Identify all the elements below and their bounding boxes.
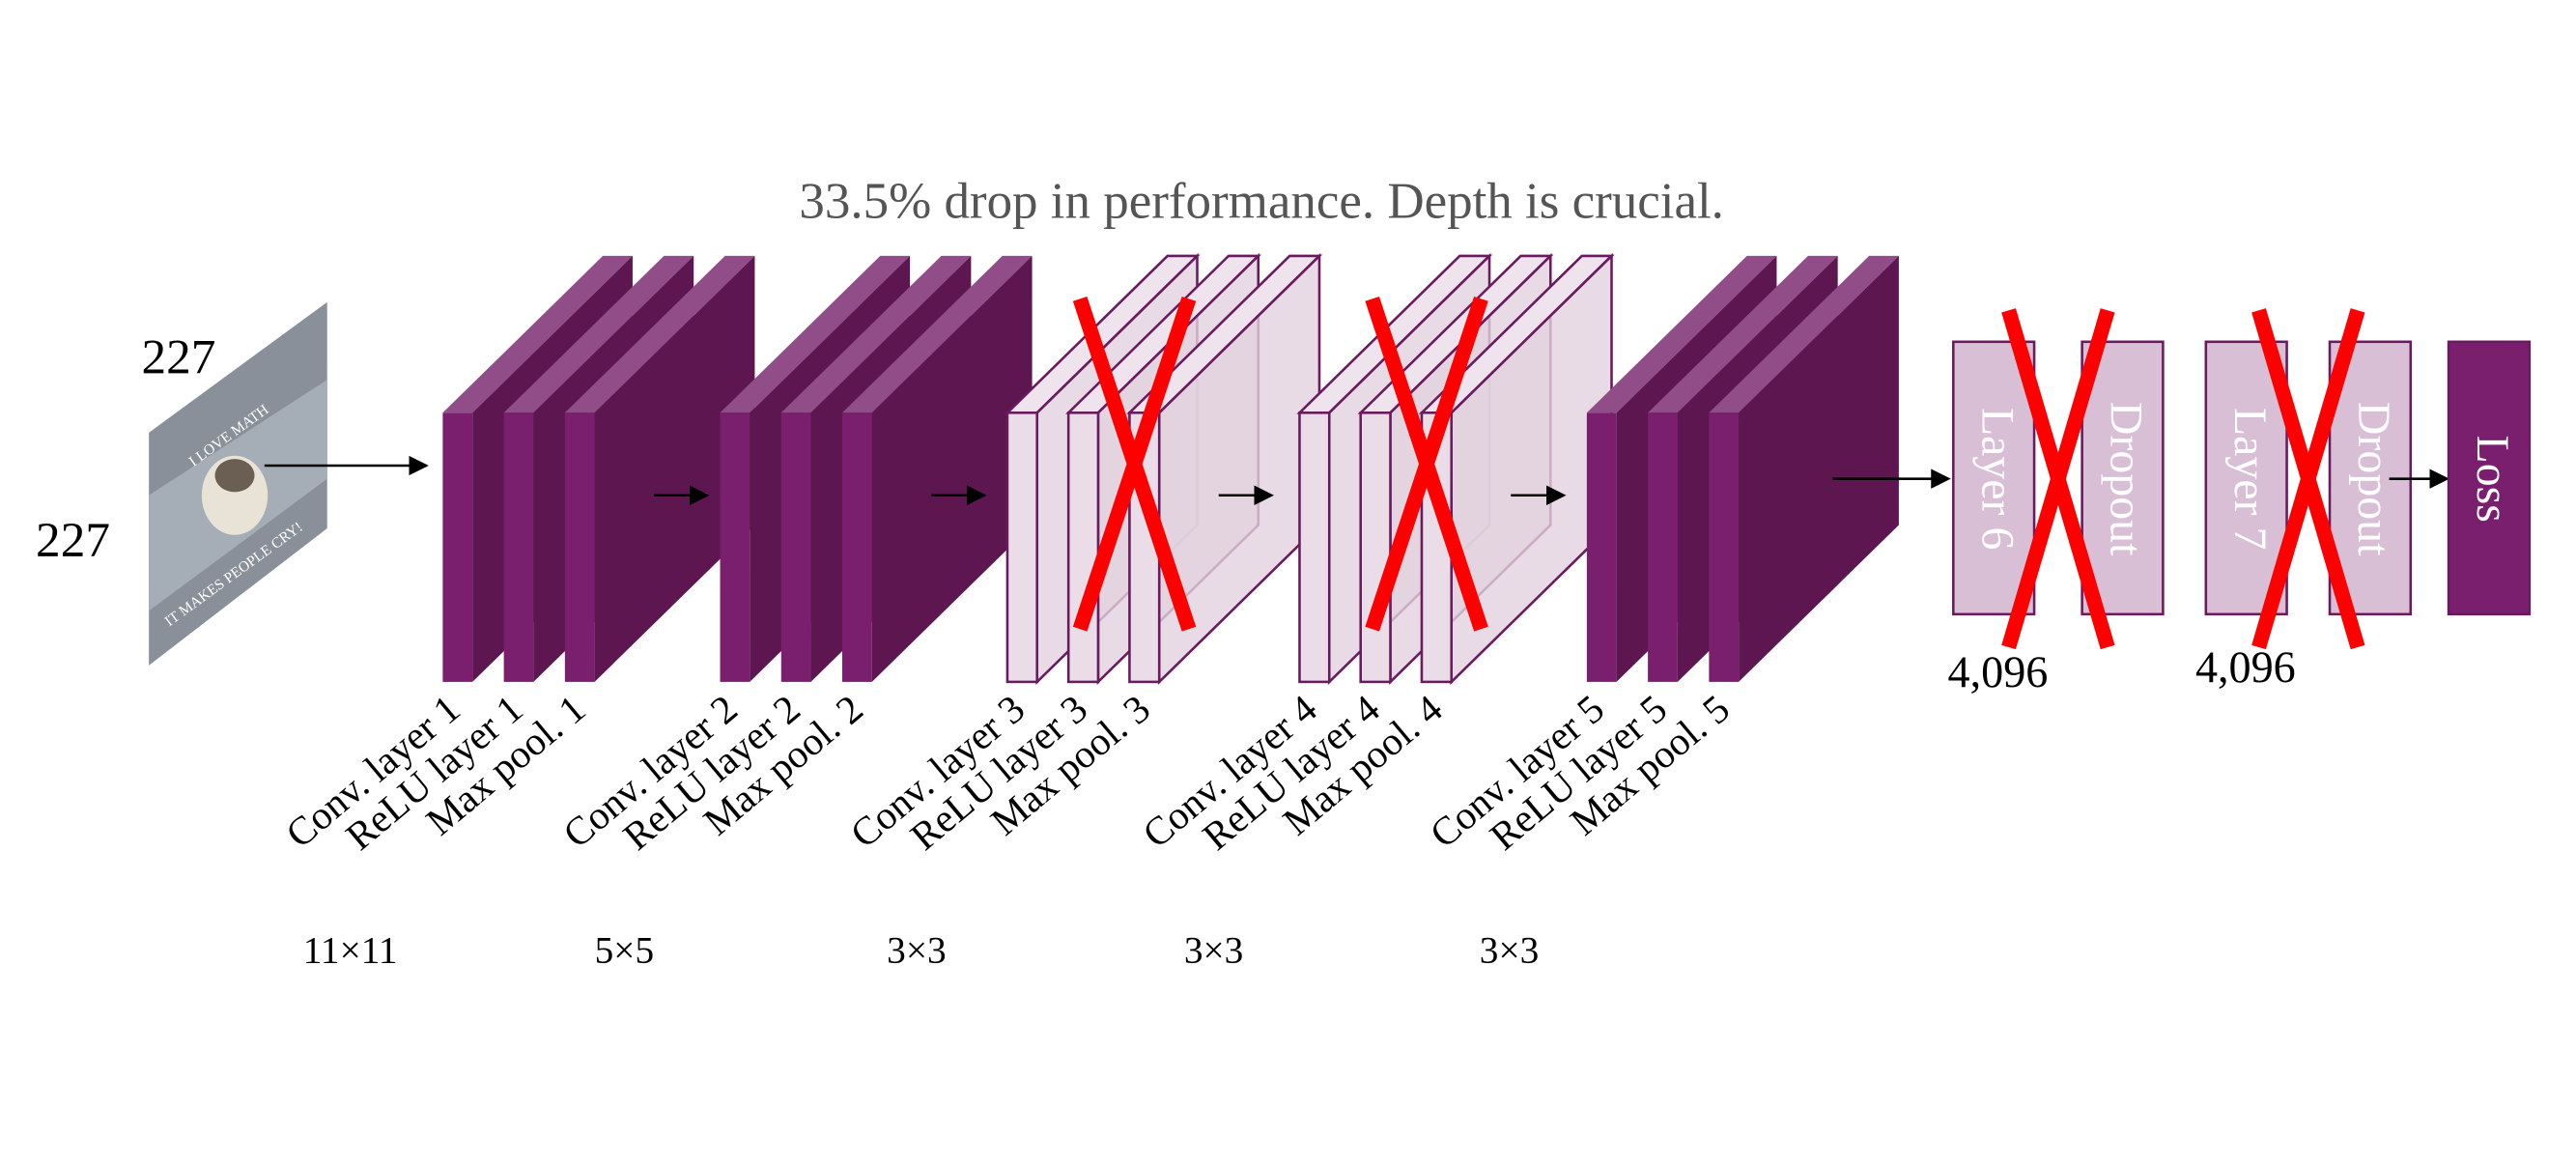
layer-front: [564, 412, 595, 682]
output-layer: [2447, 340, 2532, 616]
removed-mark: [2251, 308, 2365, 650]
layer-front: [1359, 412, 1392, 684]
layer-front: [1005, 412, 1038, 684]
layer-front: [442, 412, 473, 682]
layer-front: [1648, 412, 1678, 682]
layer-top: [1709, 255, 1899, 413]
fc-layer-label: Layer 6: [1971, 408, 2023, 550]
layer-front: [503, 412, 534, 682]
kernel-size: 11×11: [303, 928, 398, 971]
layer-top: [442, 255, 633, 413]
input-width: 227: [141, 329, 215, 384]
layer-front: [1586, 412, 1617, 682]
title: 33.5% drop in performance. Depth is cruc…: [799, 174, 1724, 230]
output-layer-label: Loss: [2467, 435, 2518, 522]
layer-top: [1586, 255, 1777, 413]
layer-top: [564, 255, 755, 413]
layer-side: [594, 255, 755, 682]
removed-mark: [1365, 296, 1488, 632]
dropout-label: Dropout: [2101, 402, 2152, 556]
dropout: [2081, 340, 2165, 616]
cat-face: [214, 459, 255, 493]
layer-side: [871, 255, 1033, 682]
kernel-size: 3×3: [887, 928, 946, 971]
fc-layer-label: Layer 7: [2224, 408, 2276, 550]
layer-top: [720, 255, 911, 413]
layer-top: [780, 255, 972, 413]
layer-front: [1709, 412, 1740, 682]
kernel-size: 5×5: [595, 928, 654, 971]
removed-mark: [1072, 296, 1197, 632]
layer-front: [780, 412, 811, 682]
kernel-size: 3×3: [1480, 928, 1539, 971]
layer-top: [503, 255, 694, 413]
layer-front: [720, 412, 750, 682]
layer-top: [842, 255, 1033, 413]
kernel-size: 3×3: [1184, 928, 1243, 971]
input-height: 227: [36, 513, 110, 568]
layer-side: [1739, 255, 1899, 682]
layer-top: [1648, 255, 1838, 413]
fc-layer: [1952, 340, 2036, 616]
fc-layer: [2204, 340, 2288, 616]
layer-front: [1298, 412, 1331, 684]
layer-size: 4,096: [1948, 647, 2049, 696]
layer-front: [1066, 412, 1100, 684]
layer-front: [842, 412, 872, 682]
removed-mark: [2001, 308, 2115, 650]
layer-size: 4,096: [2195, 642, 2296, 692]
